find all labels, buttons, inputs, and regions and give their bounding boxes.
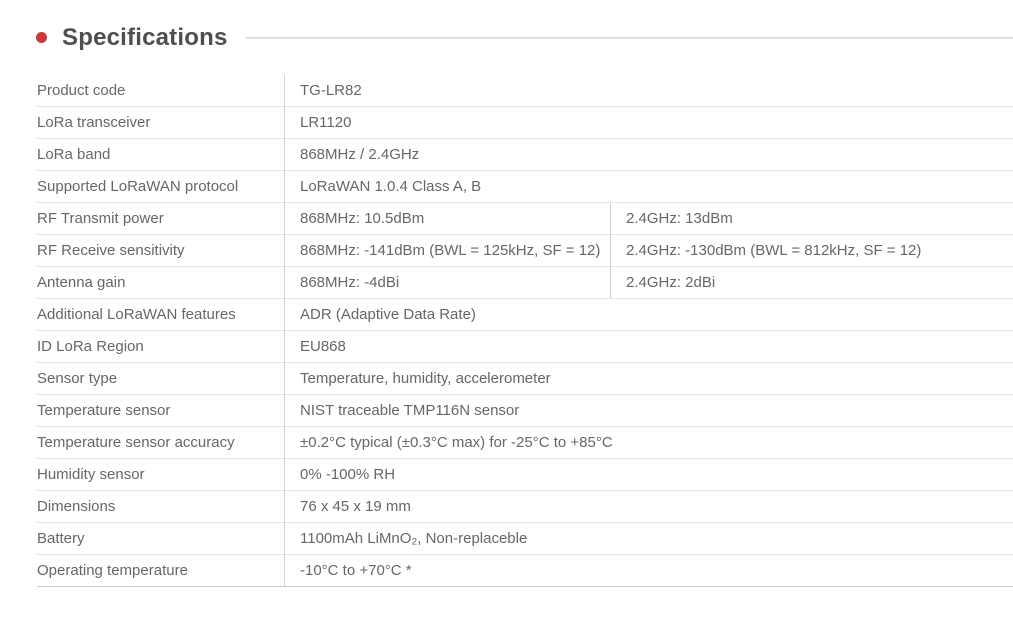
spec-label: Temperature sensor xyxy=(37,395,285,426)
table-row: Battery 1100mAh LiMnO₂, Non-replaceble xyxy=(37,523,1013,555)
spec-table: Product code TG-LR82 LoRa transceiver LR… xyxy=(37,75,1013,587)
spec-label: Additional LoRaWAN features xyxy=(37,299,285,330)
table-row: Temperature sensor accuracy ±0.2°C typic… xyxy=(37,427,1013,459)
spec-value: LoRaWAN 1.0.4 Class A, B xyxy=(300,178,482,195)
table-row: ID LoRa Region EU868 xyxy=(37,331,1013,363)
spec-value: Temperature, humidity, accelerometer xyxy=(300,370,551,387)
spec-label: Supported LoRaWAN protocol xyxy=(37,171,285,202)
spec-value: 2.4GHz: 2dBi xyxy=(626,274,716,291)
header-divider xyxy=(245,36,1013,39)
table-row: Additional LoRaWAN features ADR (Adaptiv… xyxy=(37,299,1013,331)
table-row: LoRa band 868MHz / 2.4GHz xyxy=(37,139,1013,171)
spec-label: Humidity sensor xyxy=(37,459,285,490)
spec-label: Product code xyxy=(37,75,285,106)
spec-value: 2.4GHz: -130dBm (BWL = 812kHz, SF = 12) xyxy=(626,242,922,259)
table-row: Product code TG-LR82 xyxy=(37,75,1013,107)
spec-label: RF Transmit power xyxy=(37,203,285,234)
table-row: RF Receive sensitivity 868MHz: -141dBm (… xyxy=(37,235,1013,267)
table-row: Antenna gain 868MHz: -4dBi 2.4GHz: 2dBi xyxy=(37,267,1013,299)
spec-value: 868MHz: 10.5dBm xyxy=(285,203,611,234)
spec-label: ID LoRa Region xyxy=(37,331,285,362)
spec-value: LR1120 xyxy=(300,114,352,131)
spec-value: 868MHz / 2.4GHz xyxy=(300,146,420,163)
spec-value: 2.4GHz: 13dBm xyxy=(626,210,733,227)
spec-label: LoRa band xyxy=(37,139,285,170)
spec-value: ADR (Adaptive Data Rate) xyxy=(300,306,476,323)
spec-label: Sensor type xyxy=(37,363,285,394)
spec-label: Dimensions xyxy=(37,491,285,522)
table-row: Temperature sensor NIST traceable TMP116… xyxy=(37,395,1013,427)
table-row: RF Transmit power 868MHz: 10.5dBm 2.4GHz:… xyxy=(37,203,1013,235)
spec-label: Battery xyxy=(37,523,285,554)
section-header: Specifications xyxy=(0,0,1013,54)
spec-label: Operating temperature xyxy=(37,555,285,586)
table-row: Dimensions 76 x 45 x 19 mm xyxy=(37,491,1013,523)
spec-value: TG-LR82 xyxy=(300,82,362,99)
spec-value: -10°C to +70°C * xyxy=(300,562,412,579)
spec-value: 0% -100% RH xyxy=(300,466,396,483)
table-row: Operating temperature -10°C to +70°C * xyxy=(37,555,1013,587)
spec-value: 868MHz: -4dBi xyxy=(285,267,611,298)
spec-value: EU868 xyxy=(300,338,346,355)
spec-value: NIST traceable TMP116N sensor xyxy=(300,402,520,419)
spec-label: Temperature sensor accuracy xyxy=(37,427,285,458)
section-bullet-icon xyxy=(36,32,47,43)
table-row: LoRa transceiver LR1120 xyxy=(37,107,1013,139)
spec-value: 1100mAh LiMnO₂, Non-replaceble xyxy=(300,530,528,547)
spec-value: 76 x 45 x 19 mm xyxy=(300,498,411,515)
table-row: Humidity sensor 0% -100% RH xyxy=(37,459,1013,491)
section-title: Specifications xyxy=(62,23,228,51)
table-row: Supported LoRaWAN protocol LoRaWAN 1.0.4… xyxy=(37,171,1013,203)
spec-label: RF Receive sensitivity xyxy=(37,235,285,266)
spec-value: ±0.2°C typical (±0.3°C max) for -25°C to… xyxy=(300,434,613,451)
spec-label: Antenna gain xyxy=(37,267,285,298)
spec-label: LoRa transceiver xyxy=(37,107,285,138)
spec-value: 868MHz: -141dBm (BWL = 125kHz, SF = 12) xyxy=(285,235,611,266)
table-row: Sensor type Temperature, humidity, accel… xyxy=(37,363,1013,395)
